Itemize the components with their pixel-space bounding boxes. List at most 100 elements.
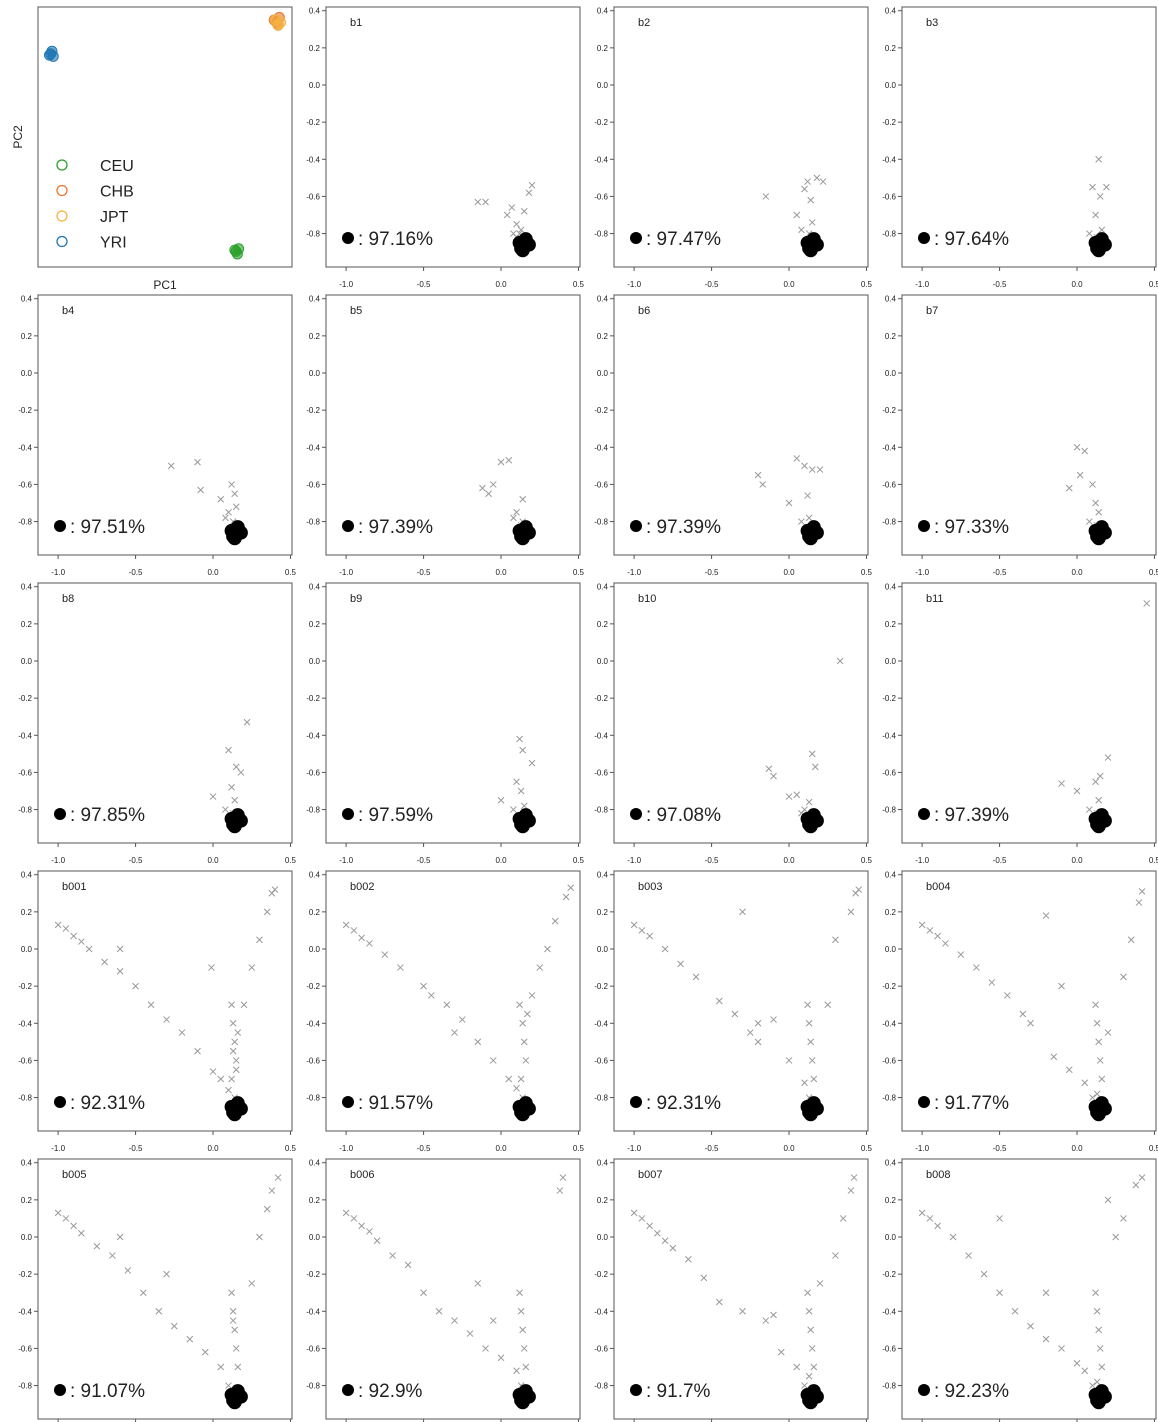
- point: [1090, 817, 1105, 832]
- x-tick-label: 0.5: [861, 856, 873, 865]
- y-tick-label: 0.0: [597, 945, 609, 954]
- y-tick-label: -0.8: [594, 806, 608, 815]
- x-tick-label: 0.5: [861, 568, 873, 577]
- y-tick-label: -0.4: [594, 1019, 608, 1028]
- point: [489, 481, 497, 488]
- legend-marker: [56, 184, 68, 197]
- point: [934, 932, 941, 940]
- panel-title: b008: [926, 1169, 950, 1181]
- point: [1076, 471, 1084, 479]
- point: [232, 1057, 240, 1064]
- point: [1081, 1367, 1089, 1375]
- panel-title: b006: [350, 1169, 374, 1181]
- point: [54, 1209, 62, 1217]
- point: [918, 921, 926, 929]
- x-tick-label: -0.5: [993, 568, 1007, 577]
- point: [489, 1057, 497, 1064]
- point: [197, 486, 204, 494]
- x-tick-label: -1.0: [339, 856, 353, 865]
- value-label-marker: [342, 808, 354, 820]
- point: [147, 1001, 155, 1009]
- point: [510, 514, 517, 522]
- point: [70, 932, 77, 940]
- point: [810, 1075, 818, 1083]
- point: [505, 456, 513, 464]
- x-tick-label: -0.5: [705, 568, 719, 577]
- legend-label: JPT: [100, 209, 129, 226]
- point: [132, 982, 139, 990]
- point: [513, 220, 520, 228]
- point: [101, 958, 108, 966]
- point: [485, 490, 492, 498]
- x-tick-label: 0.5: [285, 1144, 297, 1153]
- point: [1098, 226, 1106, 234]
- y-tick-label: -0.2: [882, 982, 896, 991]
- y-tick-label: -0.4: [594, 155, 608, 164]
- point: [770, 772, 777, 780]
- y-tick-label: 0.2: [885, 44, 897, 53]
- y-tick-label: -0.4: [18, 443, 32, 452]
- y-tick-label: -0.4: [882, 443, 896, 452]
- point: [228, 783, 235, 791]
- value-label-marker: [54, 808, 66, 820]
- y-tick-label: -0.2: [18, 694, 32, 703]
- y-tick-label: 0.2: [885, 620, 897, 629]
- point: [228, 1075, 235, 1083]
- point: [802, 241, 817, 256]
- x-tick-label: 0.5: [573, 1144, 585, 1153]
- point: [1092, 778, 1099, 786]
- y-tick-label: 0.0: [597, 657, 609, 666]
- y-tick-label: -0.8: [882, 230, 896, 239]
- y-tick-label: 0.4: [597, 295, 609, 304]
- y-tick-label: 0.4: [597, 7, 609, 16]
- y-tick-label: -0.8: [594, 1094, 608, 1103]
- point: [1093, 1090, 1101, 1098]
- point: [497, 796, 505, 804]
- y-tick-label: -0.4: [306, 1019, 320, 1028]
- value-label-marker: [630, 1096, 642, 1108]
- point: [1096, 193, 1104, 200]
- x-tick-label: -0.5: [705, 856, 719, 865]
- point: [229, 1307, 237, 1315]
- y-tick-label: 0.2: [309, 908, 321, 917]
- point: [225, 1086, 232, 1094]
- panel-frame: [613, 870, 869, 1132]
- point: [1095, 508, 1103, 516]
- point: [516, 1289, 523, 1297]
- point: [482, 1345, 489, 1352]
- y-tick-label: 0.2: [309, 332, 321, 341]
- point: [525, 189, 533, 197]
- point: [1132, 1181, 1140, 1189]
- y-tick-label: -0.6: [882, 480, 896, 489]
- value-label-marker: [342, 520, 354, 532]
- y-tick-label: -0.2: [306, 1270, 320, 1279]
- value-label: : 97.39%: [934, 805, 1009, 826]
- point: [217, 1075, 225, 1083]
- point: [957, 951, 965, 958]
- point: [684, 1255, 692, 1263]
- point: [517, 1307, 525, 1315]
- point: [692, 973, 700, 981]
- y-tick-label: -0.6: [882, 1056, 896, 1065]
- point: [1120, 1215, 1127, 1222]
- point: [785, 499, 793, 507]
- y-tick-label: 0.2: [21, 1196, 33, 1205]
- y-tick-label: -0.4: [306, 443, 320, 452]
- y-tick-label: -0.6: [306, 1344, 320, 1353]
- y-tick-label: -0.6: [882, 1344, 896, 1353]
- y-tick-label: -0.8: [306, 230, 320, 239]
- point: [474, 1038, 482, 1046]
- point: [1090, 1105, 1105, 1120]
- panel-frame: [325, 294, 581, 556]
- y-tick-label: 0.2: [21, 332, 33, 341]
- point: [813, 174, 821, 182]
- x-tick-label: 0.0: [495, 280, 507, 289]
- point: [225, 1382, 232, 1389]
- point: [805, 514, 813, 522]
- point: [807, 196, 815, 204]
- value-label-marker: [918, 1096, 930, 1108]
- y-tick-label: -0.2: [594, 118, 608, 127]
- value-label: : 92.23%: [934, 1381, 1009, 1402]
- point: [517, 226, 525, 234]
